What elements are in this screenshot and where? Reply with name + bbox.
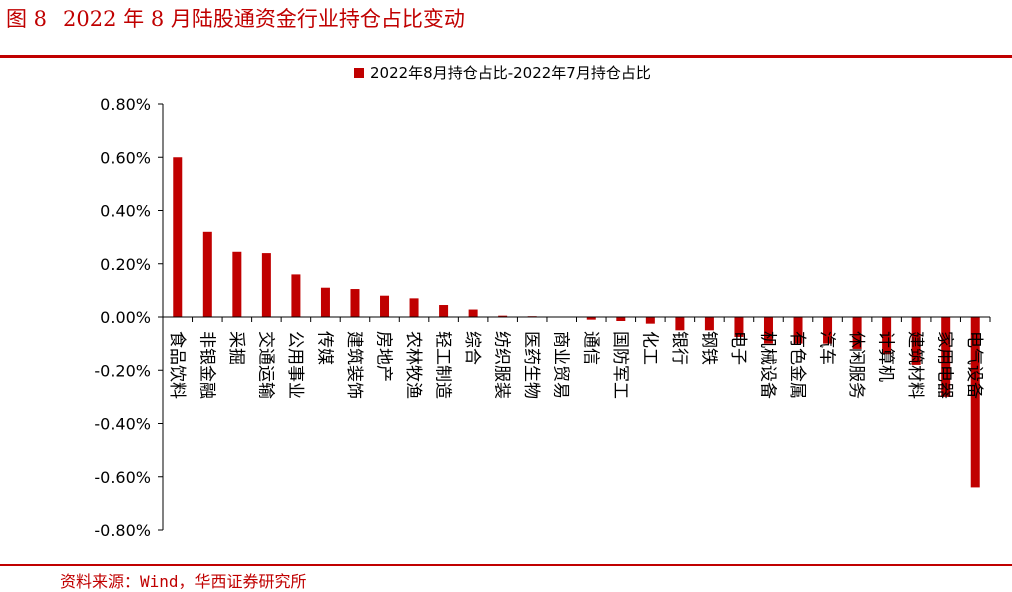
figure-number: 图 8 <box>6 7 48 31</box>
bar <box>261 253 271 317</box>
bar <box>320 287 330 317</box>
bar <box>970 317 980 488</box>
bar <box>498 315 508 317</box>
y-tick-label: -0.60% <box>94 468 151 487</box>
x-category-label: 家用电器 <box>935 331 955 399</box>
x-category-label: 机械设备 <box>757 331 777 399</box>
source-note: 资料来源：Wind，华西证券研究所 <box>60 572 307 591</box>
x-category-label: 医药生物 <box>521 331 541 399</box>
y-tick-label: -0.40% <box>94 415 151 434</box>
bar <box>882 317 892 355</box>
x-category-label: 汽车 <box>817 331 837 365</box>
bar <box>645 317 655 324</box>
x-category-label: 有色金属 <box>787 331 807 399</box>
bar <box>409 298 419 317</box>
bar <box>616 317 626 321</box>
y-tick-label: 0.20% <box>100 255 151 274</box>
x-category-label: 轻工制造 <box>433 331 453 399</box>
x-category-label: 电子 <box>728 331 748 365</box>
x-category-label: 传媒 <box>314 331 334 365</box>
y-tick-label: 0.00% <box>100 308 151 327</box>
figure-title: 图 8 2022 年 8 月陆股通资金行业持仓占比变动 <box>6 3 465 33</box>
bar <box>232 251 242 317</box>
x-category-label: 商业贸易 <box>551 331 571 399</box>
y-tick-label: -0.20% <box>94 361 151 380</box>
bar <box>380 295 390 317</box>
x-category-label: 综合 <box>462 331 482 365</box>
bar <box>468 309 478 317</box>
bar <box>291 274 301 317</box>
bar <box>911 317 921 365</box>
bar <box>675 317 685 331</box>
bar <box>941 317 951 397</box>
source-divider <box>0 564 1012 566</box>
bar <box>350 289 360 317</box>
title-divider <box>0 55 1012 58</box>
x-category-label: 钢铁 <box>698 331 718 365</box>
x-category-label: 建筑材料 <box>905 331 925 399</box>
bar <box>704 317 714 331</box>
x-category-label: 采掘 <box>226 331 246 365</box>
x-category-label: 化工 <box>639 331 659 365</box>
x-category-label: 交通运输 <box>255 331 275 399</box>
x-category-label: 银行 <box>669 331 689 365</box>
legend-swatch <box>354 68 364 78</box>
x-category-label: 休闲服务 <box>846 331 866 399</box>
bar <box>734 317 744 337</box>
y-tick-label: 0.60% <box>100 148 151 167</box>
x-category-label: 国防军工 <box>610 331 630 399</box>
x-category-label: 建筑装饰 <box>344 331 364 399</box>
x-category-label: 纺织服装 <box>492 331 512 399</box>
bar <box>852 317 862 349</box>
x-category-label: 计算机 <box>876 331 896 382</box>
legend-label: 2022年8月持仓占比-2022年7月持仓占比 <box>370 64 651 82</box>
bar <box>763 317 773 344</box>
bar <box>823 317 833 344</box>
figure-title-text: 2022 年 8 月陆股通资金行业持仓占比变动 <box>63 7 465 31</box>
bar-chart: 2022年8月持仓占比-2022年7月持仓占比 0.80% 0.60% 0.40% 0.… <box>94 64 991 540</box>
y-tick-label: 0.40% <box>100 202 151 221</box>
bar <box>173 157 183 317</box>
x-category-label: 电气设备 <box>964 331 984 399</box>
bar <box>202 231 212 317</box>
x-category-label: 公用事业 <box>285 331 305 399</box>
y-tick-label: -0.80% <box>94 521 151 540</box>
bar <box>586 317 596 320</box>
bar <box>793 317 803 344</box>
y-tick-label: 0.80% <box>100 95 151 114</box>
x-category-label: 通信 <box>580 331 600 365</box>
x-category-label: 房地产 <box>374 331 394 382</box>
x-category-label: 非银金融 <box>196 331 216 399</box>
x-category-label: 农林牧渔 <box>403 331 423 399</box>
x-category-label: 食品饮料 <box>167 331 187 399</box>
bar <box>439 305 449 317</box>
